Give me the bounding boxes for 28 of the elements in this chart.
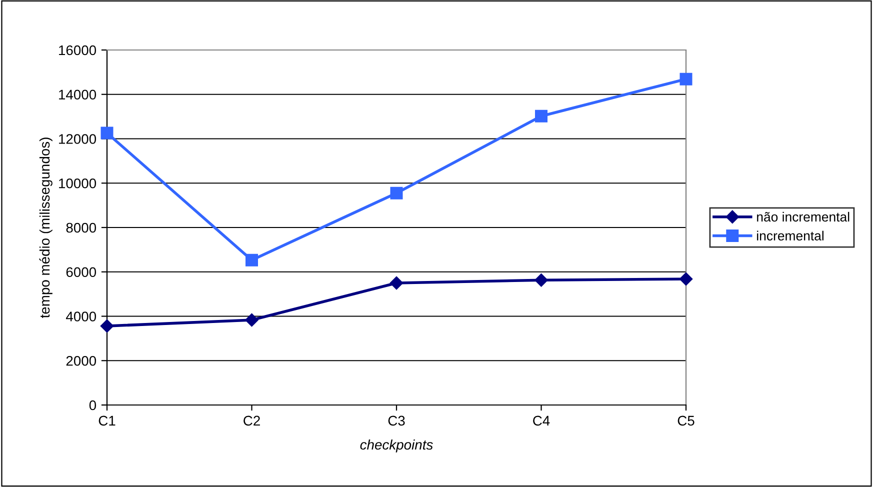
- y-tick-label: 12000: [59, 134, 96, 144]
- point: [100, 126, 114, 140]
- x-tick-label: C5: [678, 416, 694, 426]
- y-tick-label: 14000: [59, 90, 96, 100]
- y-tick-label: 6000: [66, 267, 96, 278]
- point: [534, 273, 548, 287]
- y-tick-label: 8000: [66, 222, 96, 233]
- point: [679, 272, 693, 286]
- x-axis-title: checkpoints: [360, 439, 433, 452]
- x-tick-label: C3: [388, 416, 405, 426]
- x-tick-label: C2: [244, 416, 260, 426]
- point: [100, 319, 114, 333]
- point: [535, 110, 548, 122]
- point: [680, 72, 692, 86]
- legend-label: não incremental: [757, 212, 850, 222]
- point: [390, 276, 404, 290]
- point: [246, 254, 258, 266]
- y-tick-label: 16000: [59, 45, 96, 56]
- y-tick-label: 10000: [59, 178, 96, 188]
- legend-label: incremental: [757, 230, 824, 240]
- x-tick-label: C4: [533, 416, 550, 426]
- x-tick-label: C1: [98, 416, 116, 426]
- y-tick-label: 2000: [66, 356, 96, 366]
- y-tick-label: 0: [89, 400, 96, 410]
- y-tick-label: 4000: [66, 312, 96, 322]
- y-axis-title: tempo médio (milissegundos): [39, 138, 52, 318]
- point: [245, 313, 258, 327]
- point: [390, 186, 403, 200]
